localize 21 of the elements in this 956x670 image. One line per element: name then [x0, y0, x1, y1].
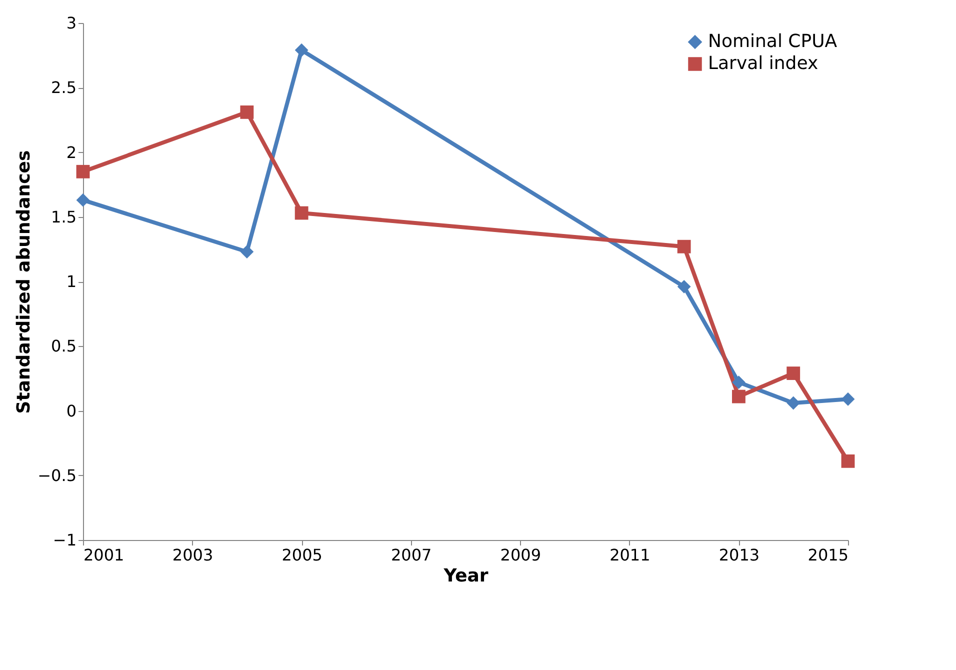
y-tick-label: 2.5	[51, 78, 76, 98]
x-tick-label: 2007	[391, 546, 432, 564]
y-tick-label: 3	[66, 14, 76, 32]
legend-label: Larval index	[708, 53, 818, 74]
y-tick-label: 1	[66, 272, 76, 291]
x-axis-title: Year	[442, 566, 488, 586]
legend-label: Nominal CPUA	[708, 31, 838, 52]
y-tick-label: 0	[66, 401, 76, 420]
y-tick-label: 1.5	[51, 207, 76, 226]
x-tick-label: 2009	[500, 546, 541, 564]
x-tick-label: 2005	[282, 546, 322, 564]
x-tick-label: 2011	[610, 546, 650, 564]
y-tick-label: −0.5	[38, 466, 76, 485]
x-tick-label: 2001	[84, 546, 124, 564]
y-tick-label: −1	[52, 530, 76, 550]
x-tick-label: 2015	[808, 546, 848, 564]
x-tick-label: 2003	[172, 546, 214, 564]
y-tick-label: 0.5	[51, 336, 76, 356]
x-tick-label: 2013	[718, 546, 760, 564]
y-tick-label: 2	[66, 142, 76, 162]
y-axis-title: Standardized abundances	[14, 150, 35, 414]
